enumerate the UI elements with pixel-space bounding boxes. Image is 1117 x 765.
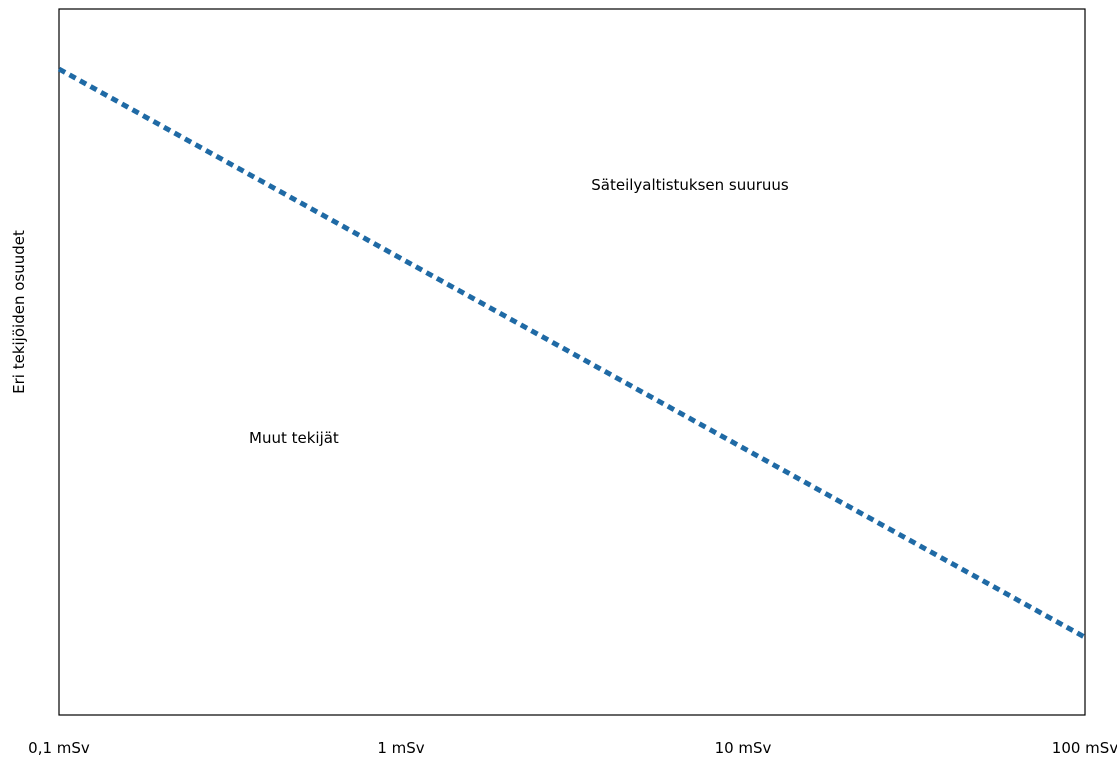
annotation-other-factors: Muut tekijät [249, 429, 339, 447]
x-tick-label-2: 10 mSv [715, 739, 772, 757]
plot-frame [58, 8, 1086, 716]
y-axis-label: Eri tekijöiden osuudet [10, 230, 28, 394]
x-tick-label-0: 0,1 mSv [28, 739, 90, 757]
x-tick-label-3: 100 mSv [1052, 739, 1117, 757]
series-line-0 [57, 66, 1087, 640]
annotation-exposure: Säteilyaltistuksen suuruus [591, 176, 789, 194]
series-layer [57, 66, 1087, 640]
x-tick-labels: 0,1 mSv 1 mSv 10 mSv 100 mSv [28, 739, 1117, 757]
x-tick-label-1: 1 mSv [377, 739, 424, 757]
